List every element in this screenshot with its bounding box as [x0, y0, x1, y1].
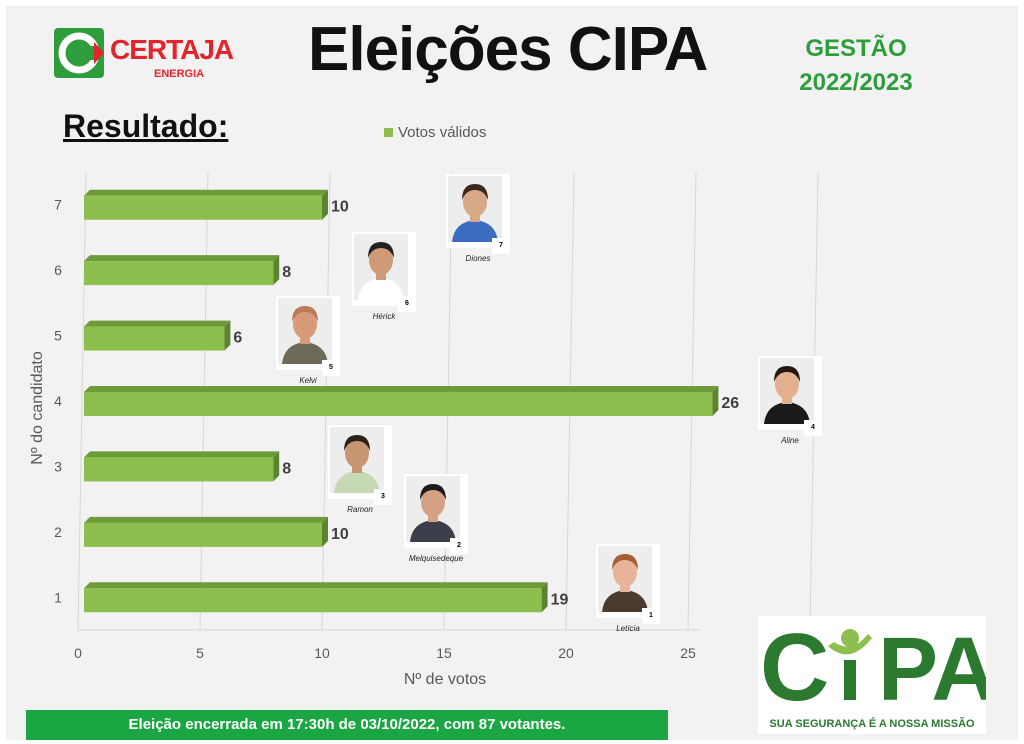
gestao-block: GESTÃO 2022/2023	[786, 32, 926, 100]
y-tick-label: 2	[54, 524, 62, 540]
bar	[84, 261, 274, 286]
y-tick-label: 7	[54, 197, 62, 213]
candidate-card: 7 Diones	[446, 174, 510, 263]
bar-side-face	[322, 516, 328, 547]
bar	[84, 588, 542, 613]
data-label: 8	[282, 264, 291, 281]
x-tick-label: 20	[558, 645, 574, 661]
legend-swatch	[384, 128, 393, 137]
bar-side-face	[541, 582, 548, 613]
legend-label: Votos válidos	[398, 124, 487, 141]
logo-subtext: ENERGIA	[154, 68, 205, 80]
y-tick-label: 5	[54, 328, 62, 344]
cipa-logo: C PA SUA SEGURANÇA É A NOSSA MISSÃO	[758, 614, 996, 734]
data-label: 10	[331, 199, 349, 216]
candidate-number: 3	[374, 489, 392, 505]
y-tick-label: 3	[54, 458, 62, 474]
bar-side-face	[322, 189, 328, 220]
bar	[84, 392, 713, 416]
x-axis-title: Nº de votos	[404, 671, 486, 688]
candidate-card: 4 Aline	[758, 356, 822, 445]
y-tick-label: 4	[54, 393, 62, 409]
gestao-years: 2022/2023	[799, 69, 913, 96]
bar	[84, 457, 274, 482]
candidate-card: 6 Hérick	[352, 232, 416, 321]
candidate-number: 1	[642, 608, 660, 624]
candidate-photo	[448, 176, 502, 242]
page-title: Eleições CIPA	[308, 15, 708, 84]
svg-text:PA: PA	[878, 620, 986, 716]
gridline	[77, 171, 87, 631]
bar-top-face	[84, 451, 280, 458]
candidate-photo	[406, 476, 460, 542]
candidate-photo	[760, 358, 814, 424]
candidate-name: Aline	[781, 436, 799, 445]
bar-top-face	[84, 582, 548, 589]
bar-top-face	[84, 255, 280, 262]
bar-top-face	[84, 320, 231, 327]
x-tick-label: 25	[680, 645, 696, 661]
candidate-number: 4	[804, 420, 822, 436]
logo-text: CERTAJA	[110, 34, 234, 65]
svg-text:C: C	[760, 616, 829, 716]
bar-top-face	[84, 516, 328, 523]
data-label: 10	[331, 526, 349, 543]
resultado-heading: Resultado:	[63, 108, 229, 144]
cipa-logo-icon: C PA	[760, 614, 996, 721]
candidate-name: Ramon	[347, 505, 373, 514]
data-label: 8	[282, 460, 291, 477]
bar-top-face	[84, 386, 719, 392]
x-tick-label: 5	[196, 645, 204, 661]
candidate-photo	[278, 298, 332, 364]
candidate-number: 2	[450, 538, 468, 554]
candidate-photo	[598, 546, 652, 612]
data-label: 26	[721, 395, 739, 412]
bar-side-face	[273, 255, 280, 286]
bar-side-face	[712, 386, 719, 416]
bar	[84, 522, 322, 547]
candidate-card: 1 Letícia	[596, 544, 660, 633]
candidate-number: 7	[492, 238, 510, 254]
candidate-name: Diones	[465, 254, 491, 263]
bar	[84, 326, 225, 351]
bar-top-face	[84, 189, 328, 196]
certaja-logo-icon	[54, 28, 104, 78]
chart-legend: Votos válidos	[384, 124, 486, 141]
data-label: 6	[233, 330, 242, 347]
candidate-name: Hérick	[372, 312, 396, 321]
candidate-photo	[354, 234, 408, 300]
y-tick-label: 1	[54, 589, 62, 605]
footer-banner: Eleição encerrada em 17:30h de 03/10/202…	[26, 710, 668, 740]
x-tick-label: 15	[436, 645, 452, 661]
bar-side-face	[273, 451, 280, 482]
data-label: 19	[551, 591, 569, 608]
x-tick-label: 0	[74, 645, 82, 661]
bar	[84, 195, 322, 220]
candidate-number: 6	[398, 296, 416, 312]
bar-side-face	[224, 320, 231, 351]
candidate-name: Kelvi	[299, 376, 317, 385]
gestao-label: GESTÃO	[805, 35, 907, 62]
candidate-card: 2 Melquisedeque	[404, 474, 468, 563]
certaja-logo: CERTAJA ENERGIA	[54, 28, 254, 84]
y-axis-title: Nº do candidato	[29, 351, 46, 465]
candidate-name: Letícia	[616, 624, 640, 633]
candidate-photo	[330, 427, 384, 493]
candidate-card: 5 Kelvi	[276, 296, 340, 385]
candidate-name: Melquisedeque	[408, 554, 464, 563]
x-tick-label: 10	[314, 645, 330, 661]
cipa-tagline: SUA SEGURANÇA É A NOSSA MISSÃO	[769, 718, 975, 730]
y-tick-label: 6	[54, 262, 62, 278]
candidate-number: 5	[322, 360, 340, 376]
candidate-card: 3 Ramon	[328, 425, 392, 514]
